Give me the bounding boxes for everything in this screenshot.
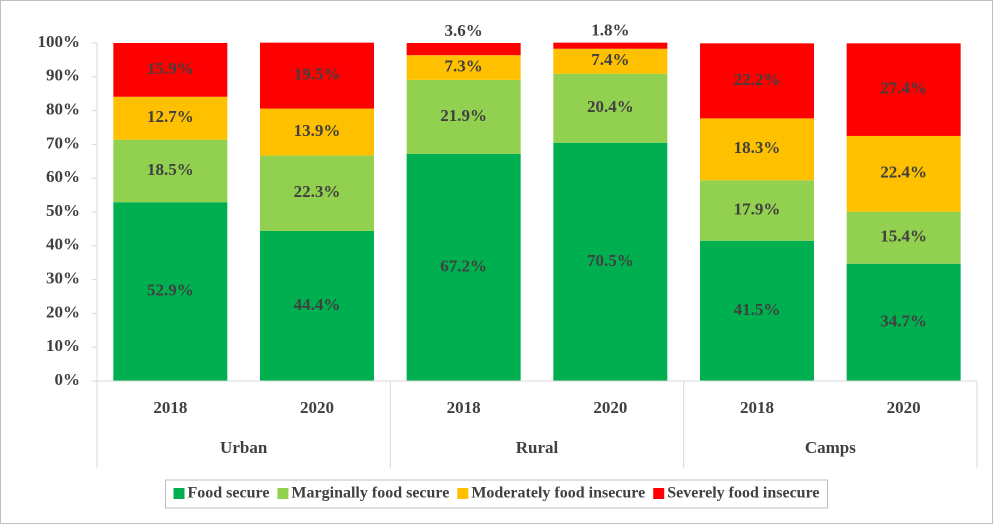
legend-marker (653, 488, 665, 499)
bar-segment (406, 153, 521, 381)
data-label: 3.6% (445, 21, 483, 40)
data-label: 27.4% (880, 79, 927, 98)
x-tick-label: 2018 (447, 398, 481, 417)
legend-label: Food secure (188, 485, 270, 502)
x-tick-label: 2020 (887, 398, 921, 417)
bar-segment (700, 118, 814, 181)
bar-segment (846, 211, 961, 264)
bar-segment (113, 202, 228, 381)
y-tick-label: 90% (46, 66, 80, 85)
data-label: 1.8% (591, 21, 629, 40)
bar-segment (113, 139, 228, 203)
data-label: 22.3% (294, 182, 341, 201)
group-label: Urban (220, 438, 268, 457)
bar-segment (260, 230, 374, 381)
bar-segment (260, 42, 374, 109)
data-label: 67.2% (440, 256, 487, 275)
bar-segment (406, 43, 521, 56)
bar-segment (553, 48, 668, 74)
legend-marker (173, 488, 185, 499)
data-label: 7.4% (591, 50, 629, 69)
data-label: 17.9% (734, 199, 781, 218)
bar-segment (113, 43, 228, 97)
y-tick-label: 20% (46, 302, 80, 321)
y-tick-label: 60% (46, 167, 80, 186)
y-tick-label: 70% (46, 133, 80, 152)
group-label: Rural (516, 438, 559, 457)
bar-segment (700, 43, 814, 119)
bar-segment (553, 73, 668, 143)
y-tick-label: 30% (46, 269, 80, 288)
data-label: 18.5% (147, 160, 194, 179)
data-label: 70.5% (587, 251, 634, 270)
x-tick-label: 2020 (300, 398, 334, 417)
data-label: 12.7% (147, 107, 194, 126)
data-label: 41.5% (734, 300, 781, 319)
group-label: Camps (805, 438, 856, 457)
y-tick-label: 50% (46, 201, 80, 220)
data-label: 21.9% (440, 106, 487, 125)
data-label: 19.5% (294, 65, 341, 84)
bar-segment (846, 43, 961, 136)
bar-segment (846, 263, 961, 381)
legend-box (165, 479, 828, 509)
legend-label: Severely food insecure (667, 485, 819, 502)
data-label: 15.4% (880, 227, 927, 246)
y-tick-label: 10% (46, 336, 80, 355)
y-tick-label: 40% (46, 235, 80, 254)
data-label: 52.9% (147, 281, 194, 300)
data-label: 44.4% (294, 295, 341, 314)
data-label: 18.3% (734, 138, 781, 157)
bar-segment (700, 180, 814, 241)
x-tick-label: 2020 (593, 398, 627, 417)
bar-segment (553, 42, 668, 49)
legend-label: Marginally food secure (291, 485, 449, 502)
bar-segment (700, 240, 814, 381)
data-label: 22.4% (880, 163, 927, 182)
data-label: 13.9% (294, 121, 341, 140)
data-label: 22.2% (734, 70, 781, 89)
x-tick-label: 2018 (740, 398, 774, 417)
bar-segment (406, 55, 521, 80)
bar-segment (553, 142, 668, 381)
bar-segment (260, 155, 374, 231)
x-tick-label: 2018 (153, 398, 187, 417)
y-tick-label: 0% (55, 370, 81, 389)
y-tick-label: 80% (46, 100, 80, 119)
bar-segment (113, 96, 228, 140)
legend-marker (277, 488, 289, 499)
bar-segment (406, 79, 521, 154)
data-label: 34.7% (880, 311, 927, 330)
data-label: 7.3% (445, 56, 483, 75)
legend-label: Moderately food insecure (471, 485, 645, 502)
y-tick-label: 100% (38, 32, 81, 51)
bar-segment (260, 108, 374, 156)
legend-marker (457, 488, 469, 499)
data-label: 20.4% (587, 97, 634, 116)
bar-segment (846, 135, 961, 212)
data-label: 15.9% (147, 59, 194, 78)
